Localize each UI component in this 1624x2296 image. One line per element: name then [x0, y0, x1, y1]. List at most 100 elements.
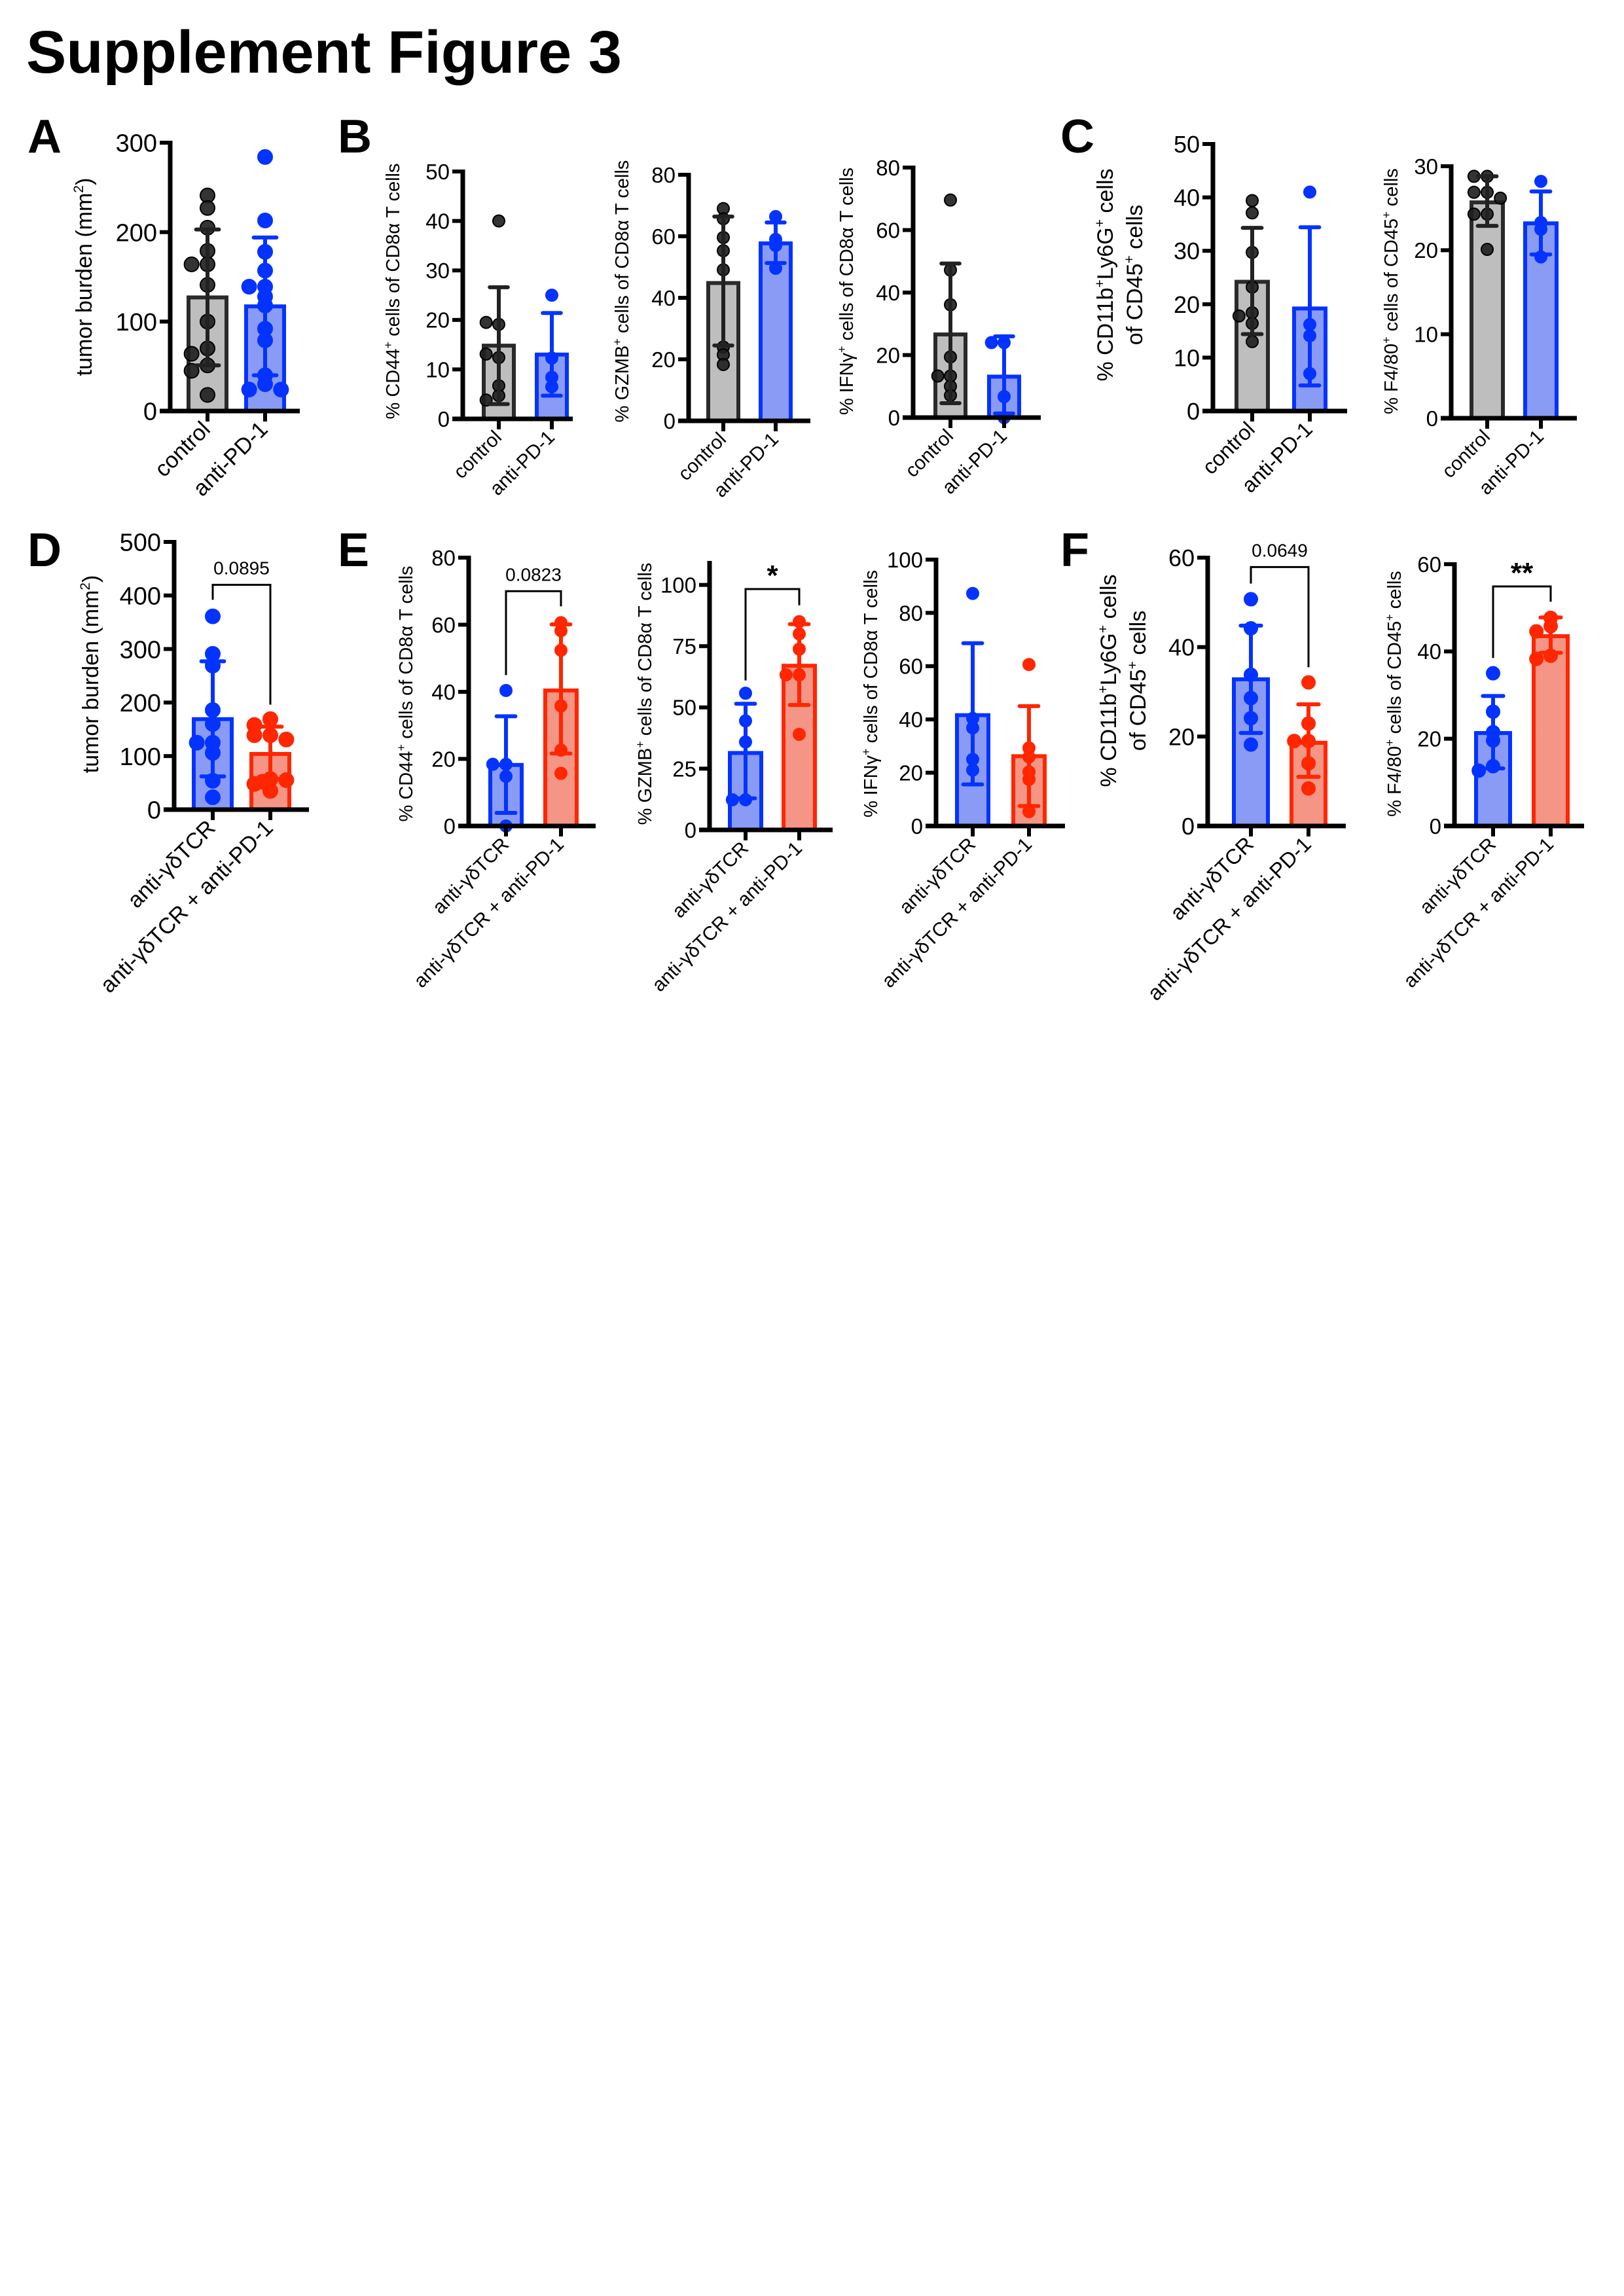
- data-point: [1303, 185, 1316, 199]
- data-point: [793, 728, 806, 742]
- data-point: [241, 279, 257, 295]
- superscript: +: [859, 748, 873, 755]
- superscript: +: [1380, 336, 1393, 344]
- y-tick-label: 40: [876, 281, 900, 305]
- data-point: [1471, 763, 1487, 778]
- series-second: [241, 149, 289, 413]
- series-first: [1232, 194, 1270, 414]
- data-point: [1467, 185, 1481, 199]
- label-part: tumor burden (mm: [79, 590, 103, 774]
- label-part: cells of CD8α T cells: [861, 570, 882, 748]
- superscript: +: [1125, 661, 1140, 669]
- y-axis-label-line2: of CD45+ cells: [1122, 205, 1147, 345]
- data-point: [1301, 675, 1316, 690]
- y-tick-label: 40: [899, 708, 923, 732]
- series-second: [984, 334, 1021, 424]
- y-tick-label: 0: [685, 818, 696, 842]
- superscript: 2: [71, 185, 86, 193]
- label-part: % GZMB: [612, 346, 633, 423]
- data-point: [944, 193, 957, 207]
- y-tick-label: 60: [431, 613, 456, 637]
- y-tick-label: 75: [672, 634, 696, 658]
- data-point: [241, 382, 257, 398]
- label-part: cells of CD8α T cells: [396, 566, 417, 744]
- significance-label: 0.0823: [505, 564, 562, 584]
- y-tick-label: 30: [1174, 238, 1200, 264]
- y-axis-label: % CD11b+Ly6G+ cells: [1092, 168, 1118, 381]
- y-tick-label: 30: [1414, 154, 1438, 179]
- significance-bracket: [1492, 585, 1552, 658]
- series-first: [479, 214, 516, 421]
- series-first: [955, 586, 990, 828]
- significance-bracket: [505, 590, 562, 675]
- panel-label-a: A: [27, 111, 62, 163]
- y-tick-label: 20: [876, 343, 900, 367]
- y-tick-label: 10: [425, 357, 450, 382]
- data-point: [1534, 175, 1547, 188]
- data-point: [984, 336, 998, 350]
- bar: [543, 688, 579, 828]
- data-point: [1529, 651, 1544, 666]
- series-first: [1232, 592, 1270, 829]
- y-tick-label: 80: [431, 546, 456, 570]
- data-point: [492, 214, 505, 228]
- y-tick-label: 20: [1174, 291, 1200, 318]
- label-part: cells of CD8α T cells: [635, 563, 656, 741]
- y-tick-label: 20: [425, 308, 450, 332]
- significance-label: 0.0649: [1252, 540, 1308, 560]
- data-point: [262, 711, 278, 727]
- y-tick-label: 60: [899, 655, 923, 679]
- y-tick-label: 20: [651, 348, 676, 372]
- series-second: [535, 289, 569, 421]
- y-tick-label: 60: [651, 224, 676, 249]
- y-tick-label: 40: [1417, 639, 1441, 664]
- data-point: [273, 382, 289, 398]
- y-tick-label: 50: [672, 696, 696, 720]
- y-tick-label: 40: [1174, 185, 1200, 211]
- superscript: +: [382, 342, 395, 349]
- label-part: cells: [1126, 611, 1151, 661]
- data-point: [1232, 309, 1246, 323]
- y-tick-label: 0: [1426, 406, 1438, 431]
- y-tick-label: 20: [899, 761, 923, 785]
- superscript: +: [634, 741, 647, 748]
- series-first: [486, 683, 524, 833]
- data-point: [499, 683, 513, 697]
- y-tick-label: 60: [876, 218, 900, 242]
- y-tick-label: 80: [899, 601, 923, 625]
- y-tick-label: 40: [651, 286, 676, 310]
- label-part: tumor burden (mm: [72, 193, 97, 376]
- data-point: [200, 200, 215, 216]
- data-point: [1467, 207, 1481, 221]
- data-point: [1246, 334, 1259, 348]
- y-tick-label: 0: [1182, 813, 1195, 840]
- y-tick-label: 100: [116, 309, 157, 336]
- data-point: [257, 149, 273, 165]
- data-point: [554, 766, 568, 780]
- y-tick-label: 100: [660, 573, 696, 598]
- significance-label: *: [767, 560, 778, 592]
- y-tick-label: 40: [425, 209, 450, 233]
- y-axis-label: % IFNγ+ cells of CD8α T cells: [835, 168, 857, 415]
- y-tick-label: 100: [887, 548, 923, 572]
- data-point: [1244, 737, 1258, 752]
- data-point: [1486, 666, 1500, 681]
- y-axis-label: % CD11b+Ly6G+ cells: [1096, 574, 1121, 787]
- superscript: +: [1096, 625, 1111, 633]
- superscript: +: [1096, 685, 1111, 693]
- series-first: [706, 202, 740, 423]
- y-axis-label: % GZMB+ cells of CD8α T cells: [634, 563, 656, 825]
- data-point: [1494, 191, 1507, 205]
- y-tick-label: 0: [438, 407, 450, 431]
- y-axis-label: % GZMB+ cells of CD8α T cells: [611, 160, 633, 423]
- significance-bracket: [1250, 565, 1310, 668]
- y-tick-label: 50: [425, 160, 450, 184]
- y-axis-label: tumor burden (mm2): [71, 178, 97, 376]
- superscript: +: [1092, 219, 1108, 227]
